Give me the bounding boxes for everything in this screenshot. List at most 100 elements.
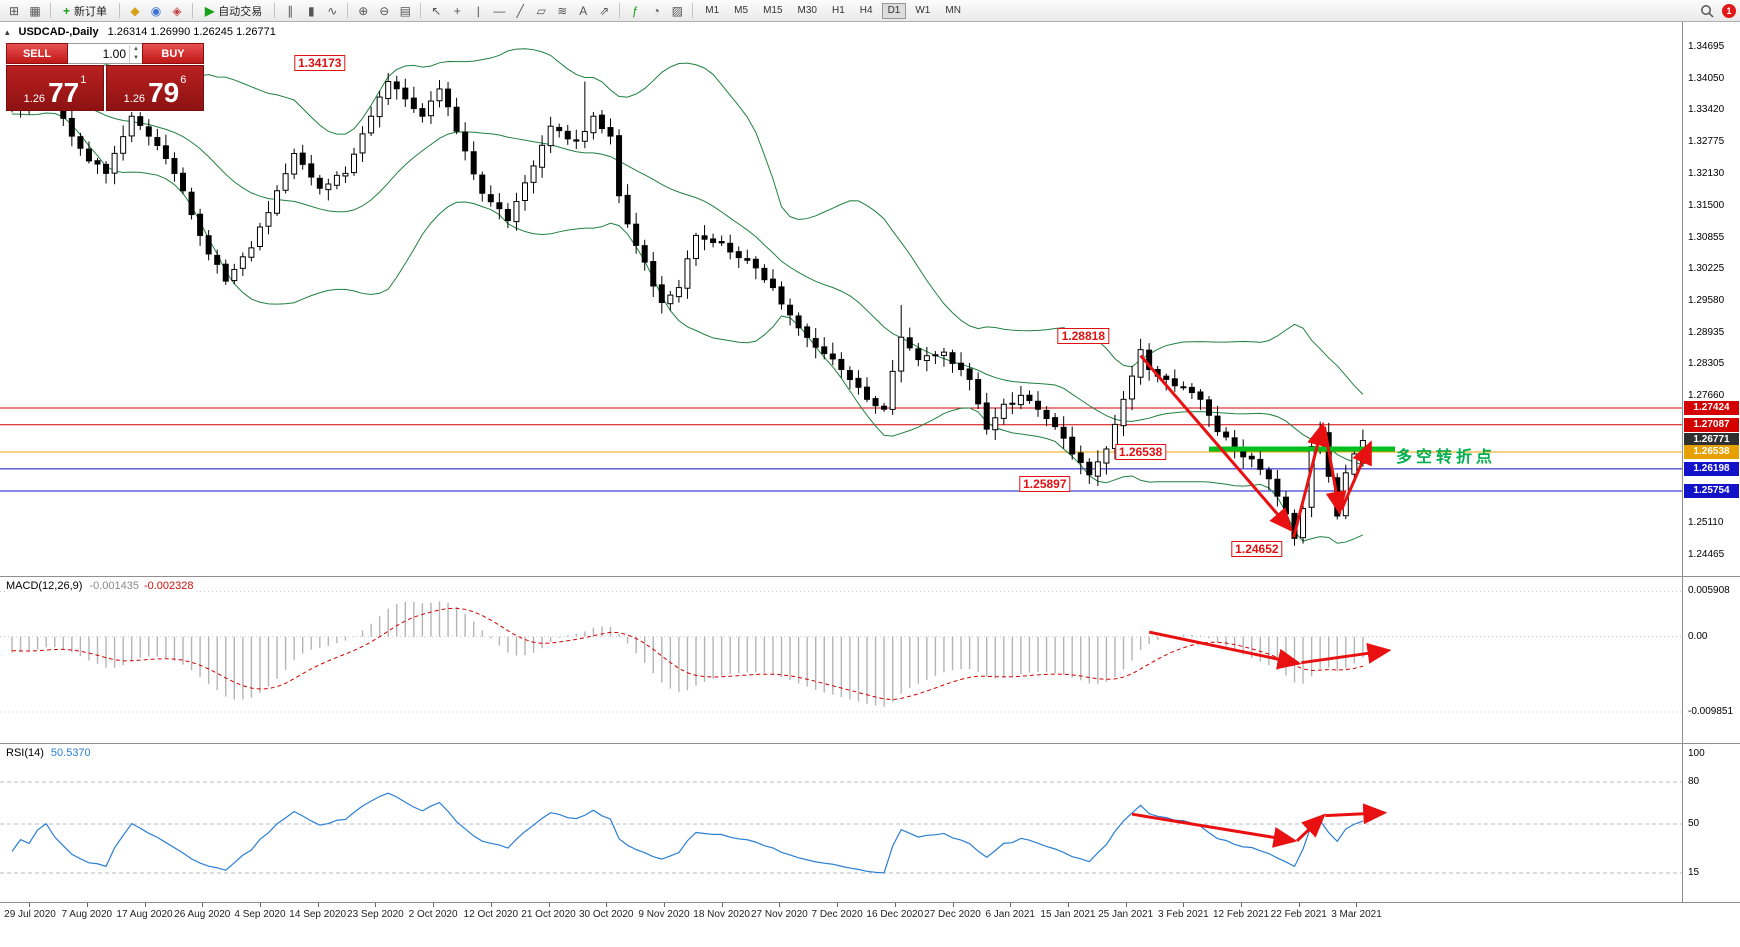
ohlc-values: 1.26314 1.26990 1.26245 1.26771 [107,26,276,38]
history-center-icon[interactable]: ◆ [130,3,140,18]
price-annotation[interactable]: 1.25897 [1019,475,1071,492]
new-chart-icon[interactable]: ⊞ [8,3,20,18]
lot-increase-button[interactable]: ▲ [133,45,139,52]
time-axis-label: 14 Sep 2020 [289,909,347,920]
macd-scale[interactable]: 0.005908 0.00 -0.009851 [1682,577,1740,743]
new-order-button-label: 新订单 [74,5,108,18]
time-axis-tick [1125,903,1127,907]
trend-arrows[interactable] [1139,354,1372,538]
price-annotation[interactable]: 1.34173 [294,54,346,71]
tile-windows-icon[interactable]: ▤ [399,3,411,18]
line-chart-icon[interactable]: ∿ [327,3,338,18]
toolbar-separator [50,3,51,18]
time-axis-tick [259,903,261,907]
time-axis[interactable]: 29 Jul 2020 7 Aug 2020 17 Aug 2020 26 Aug 2… [0,903,1740,947]
time-axis-label: 3 Feb 2021 [1158,909,1209,920]
time-axis-label: 16 Dec 2020 [866,909,924,920]
bid-price-pip: 1 [80,74,87,86]
toolbar-separator [119,3,121,18]
lot-size-field[interactable]: 1.00 ▲ ▼ [68,43,142,64]
sell-button[interactable]: SELL [6,43,68,64]
fibonacci-icon[interactable]: ≋ [557,3,568,18]
timeframe-M30[interactable]: M30 [797,5,817,16]
price-chart-overlay: 1.34173 1.28818 1.26538 1.25897 1.24652 多空转折点 [0,22,1682,576]
panel-separator[interactable] [0,743,1740,744]
price-scale[interactable]: 1.34695 1.34050 1.33420 1.32775 1.32130 1.315… [1682,22,1740,576]
macd-scale-tick: 0.005908 [1688,585,1730,597]
search-icon[interactable] [1697,2,1717,20]
zoom-out-icon[interactable]: ⊖ [379,3,390,18]
price-scale-tick: 1.29580 [1688,294,1725,306]
time-axis-label: 22 Feb 2021 [1270,909,1327,920]
toolbar-separator [692,3,694,18]
time-axis-tick [952,903,954,907]
templates-icon[interactable]: ▨ [671,3,683,18]
timeframe-M5[interactable]: M5 [734,5,749,16]
lot-decrease-button[interactable]: ▼ [133,54,139,61]
price-scale-tick: 1.34695 [1688,40,1725,52]
time-axis-label: 23 Sep 2020 [347,909,404,920]
toolbar-separator [619,3,621,18]
price-scale-tick: 1.28935 [1688,327,1725,339]
timeframe-H1[interactable]: H1 [831,5,845,16]
timeframe-W1[interactable]: W1 [915,5,931,16]
lot-size-value[interactable]: 1.00 [102,46,126,61]
time-axis-label: 25 Jan 2021 [1098,909,1154,920]
turning-point-label[interactable]: 多空转折点 [1396,448,1497,466]
channel-icon[interactable]: ▱ [536,3,546,18]
price-annotation[interactable]: 1.24652 [1231,541,1283,558]
zoom-in-icon[interactable]: ⊕ [358,3,369,18]
macd-chart-svg[interactable] [0,577,1740,743]
cursor-icon[interactable]: ↖ [431,3,442,18]
price-scale-tick: 1.34050 [1688,73,1725,84]
price-line-badge: 1.27424 [1684,401,1739,416]
price-annotation[interactable]: 1.28818 [1057,328,1110,345]
price-line-badge: 1.26198 [1684,461,1739,476]
panel-separator[interactable] [0,902,1740,903]
rsi-scale[interactable]: 100 80 50 15 [1682,744,1740,902]
time-axis-tick [86,903,88,907]
new-order-button[interactable]: + 新订单 [56,2,114,20]
price-scale-tick: 1.31500 [1688,199,1725,211]
profiles-icon[interactable]: ▦ [29,3,41,18]
crosshair-icon[interactable]: + [453,3,461,18]
rsi-line [11,792,1364,874]
bar-chart-icon[interactable]: ∥ [287,3,294,18]
vertical-line-icon[interactable]: | [476,3,480,18]
time-axis-tick [1241,903,1243,907]
time-axis-label: 17 Aug 2020 [116,909,173,920]
macd-arrows[interactable] [1148,630,1392,670]
accounts-icon[interactable]: ◉ [150,3,162,18]
timeframe-M1[interactable]: M1 [705,5,720,16]
indicators-icon[interactable]: ƒ [631,3,639,18]
bid-price-button[interactable]: 1.26 77 1 [6,65,104,111]
candlestick-chart-icon[interactable]: ▮ [307,3,315,18]
market-watch-icon[interactable]: ◈ [172,3,182,18]
time-axis-tick [894,903,896,907]
rsi-arrows[interactable] [1131,803,1388,848]
price-annotation[interactable]: 1.26538 [1114,444,1167,461]
arrow-objects-icon[interactable]: ⇗ [599,3,610,18]
timeframe-H4[interactable]: H4 [859,5,873,16]
timeframe-M15[interactable]: M15 [763,5,783,16]
ask-price-main: 79 [148,77,180,108]
timeframe-MN[interactable]: MN [945,5,961,16]
buy-button[interactable]: BUY [142,43,204,64]
price-chart-svg[interactable] [0,22,1740,576]
timeframe-D1[interactable]: D1 [881,2,907,19]
time-axis-label: 2 Oct 2020 [408,909,458,920]
autotrading-button[interactable]: ▶ 自动交易 [198,2,269,20]
rsi-chart-svg[interactable] [0,744,1740,902]
horizontal-line-icon[interactable]: — [493,3,506,18]
time-axis-label: 12 Oct 2020 [463,909,519,920]
text-label-icon[interactable]: A [579,3,588,18]
one-click-collapse-icon[interactable]: ▴ [5,26,10,37]
periods-icon[interactable]: ◔ [652,3,660,18]
notification-badge[interactable]: 1 [1722,3,1736,18]
price-scale-tick: 1.33420 [1688,104,1725,116]
trendline-icon[interactable]: ╱ [516,3,524,18]
panel-separator[interactable] [0,576,1740,577]
time-axis-tick [663,903,665,907]
ask-price-button[interactable]: 1.26 79 6 [106,65,204,111]
rsi-panel: RSI(14) 50.5370 100 80 50 15 [0,744,1740,902]
